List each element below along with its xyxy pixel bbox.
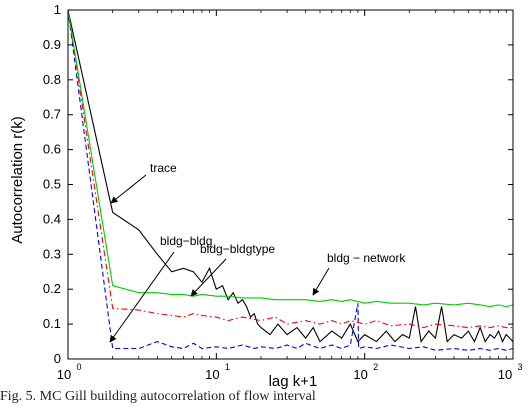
x-tick-exponent: 2 — [373, 362, 378, 372]
y-axis-label: Autocorrelation r(k) — [9, 116, 26, 244]
series-line-1 — [67, 9, 514, 343]
y-tick-label: 1 — [54, 2, 61, 17]
y-tick-label: 0.2 — [43, 281, 61, 296]
series-line-2 — [67, 9, 514, 351]
annotation-label-1: trace — [150, 161, 177, 175]
x-tick-label: 10 — [205, 367, 219, 382]
annotation-label-4: bldg − network — [327, 251, 406, 265]
y-tick-label: 0.1 — [43, 316, 61, 331]
annotation-label-2: bldg−bldg — [160, 234, 212, 248]
annotation-arrow-1 — [110, 174, 147, 204]
x-tick-exponent: 1 — [225, 362, 230, 372]
y-tick-label: 0.3 — [43, 246, 61, 261]
series-line-4 — [67, 9, 514, 308]
figure-caption: Fig. 5. MC Gill building autocorrelation… — [0, 389, 316, 404]
y-tick-label: 0 — [54, 351, 61, 366]
annotation-arrow-3 — [190, 258, 227, 297]
x-tick-label: 10 — [498, 367, 512, 382]
y-tick-label: 0.5 — [43, 177, 61, 192]
x-tick-label: 10 — [353, 367, 367, 382]
annotation-arrow-4 — [312, 267, 330, 296]
y-tick-label: 0.6 — [43, 142, 61, 157]
x-axis-label: lag k+1 — [269, 373, 318, 390]
plot-area — [67, 9, 514, 351]
series-line-3 — [67, 9, 513, 329]
annotation-label-3: bldg−bldgtype — [200, 242, 275, 256]
x-tick-exponent: 0 — [76, 362, 81, 372]
y-tick-label: 0.7 — [43, 107, 61, 122]
annotation-arrow-2 — [109, 251, 175, 343]
x-tick-exponent: 3 — [517, 362, 522, 372]
x-tick-label: 10 — [57, 367, 71, 382]
y-tick-label: 0.8 — [43, 72, 61, 87]
y-tick-label: 0.4 — [43, 211, 61, 226]
y-tick-label: 0.9 — [43, 37, 61, 52]
